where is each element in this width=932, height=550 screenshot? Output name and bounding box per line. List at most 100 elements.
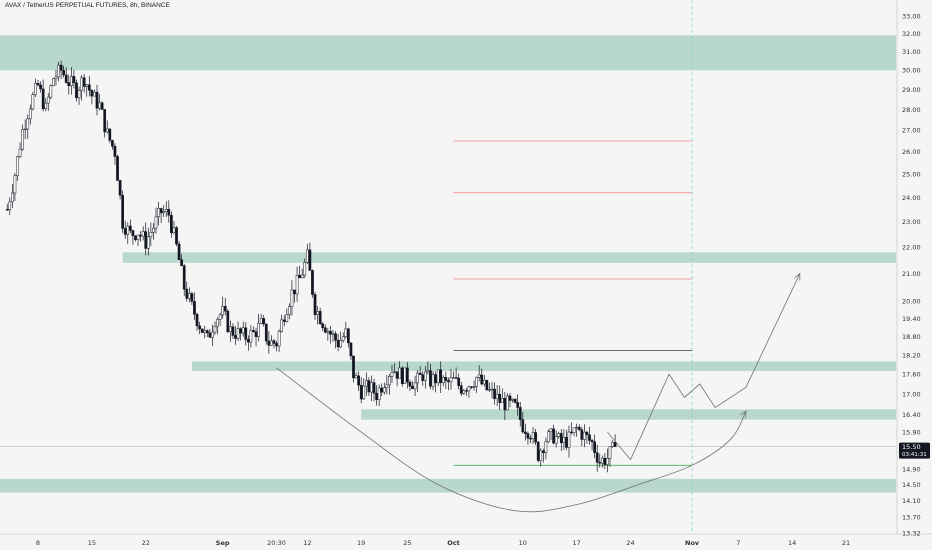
candle-body [608,446,612,459]
candle-body [508,395,512,401]
candle-body [205,330,209,334]
candle-body [313,294,317,315]
candle-body [441,377,445,384]
candle-body [326,330,330,333]
candle-body [395,371,399,379]
candle-body [41,88,45,110]
candle-body [303,262,307,276]
candle-body [139,234,142,237]
candle-body [177,243,181,260]
candle-body [318,311,322,325]
candle-body [495,393,499,399]
candle-body [506,395,509,411]
candle-body [470,386,473,388]
candle-body [393,371,396,373]
candle-body [416,372,419,384]
candle-body [570,431,573,434]
candle-body [277,331,281,347]
support-resistance-zone [191,361,896,371]
candle-body [108,128,112,141]
candle-body [411,385,414,390]
candle-body [329,330,332,335]
candle-body [400,367,404,384]
time-tick-label: Nov [685,539,700,547]
candle-body [595,452,599,463]
time-tick-label: 20:30 [267,539,286,547]
candle-body [444,377,448,381]
candle-body [134,235,137,240]
candle-body [467,386,471,392]
candle-body [516,402,520,408]
candle-body [167,209,171,216]
price-badge-countdown: 03:41:31 [902,452,927,458]
candle-body [290,289,294,307]
candle-body [234,335,237,339]
price-tick-label: 13.32 [902,529,921,537]
price-tick-label: 19.40 [902,315,921,323]
candle-body [575,426,579,429]
candle-body [264,323,268,342]
candle-body [26,118,30,130]
candle-body [488,389,491,391]
candle-body [69,76,73,87]
price-tick-label: 26.00 [902,148,921,156]
candle-body [170,215,173,234]
candle-body [267,340,271,346]
candle-body [552,428,555,444]
candle-body [524,431,527,434]
candle-body [518,407,522,420]
candle-body [341,336,345,341]
time-tick-label: 8 [36,539,40,547]
candle-body [536,441,540,461]
candle-body [200,328,204,333]
time-tick-label: Sep [216,539,230,547]
candle-body [513,399,517,403]
candle-body [511,399,514,401]
candle-body [126,225,130,235]
candle-body [282,319,286,322]
candle-body [95,91,99,109]
candle-body [118,180,122,196]
candle-body [105,128,109,133]
candle-body [385,384,389,389]
candle-body [434,374,437,384]
candle-body [447,380,450,383]
candle-body [577,426,581,430]
time-tick-label: 17 [573,539,581,547]
price-tick-label: 18.80 [902,333,921,341]
candle-body [465,390,468,392]
candle-body [423,371,427,381]
candle-body [182,265,186,290]
candle-body [252,330,255,332]
candle-body [62,70,66,76]
candle-body [359,384,363,400]
candle-body [180,259,183,267]
candle-body [436,369,440,384]
candle-body [187,293,191,299]
projection-path [607,273,801,461]
candle-body [390,371,394,377]
rounding-bottom-arc [276,367,747,513]
candle-body [372,382,376,394]
candle-body [418,372,422,375]
candle-body [87,84,91,91]
candle-body [90,90,94,97]
candle-body [347,328,350,344]
candle-body [21,129,24,150]
price-badge [899,442,930,459]
candle-body [128,225,132,231]
candle-body [526,433,530,439]
candle-body [305,249,309,263]
candle-body [554,436,558,444]
candle-body [262,318,266,325]
candle-body [534,432,537,443]
candle-body [380,387,384,393]
candle-body [354,375,358,379]
price-tick-label: 22.00 [902,243,921,251]
candle-body [93,91,96,97]
candle-body [123,228,127,235]
candle-body [36,83,40,86]
time-tick-label: 7 [736,539,740,547]
candle-body [590,440,594,443]
